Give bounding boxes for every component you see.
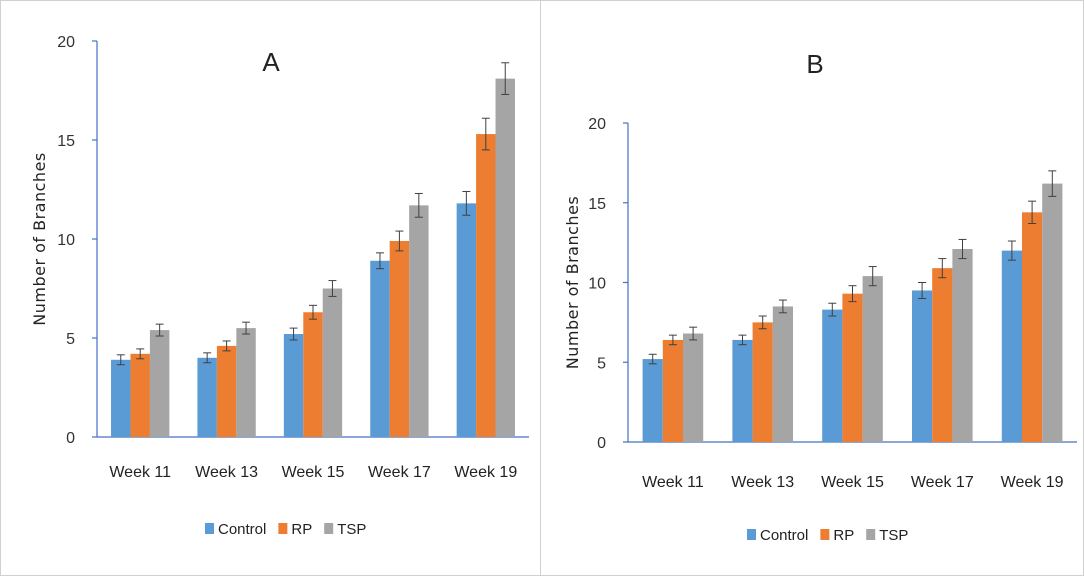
- bar-tsp: [495, 78, 515, 438]
- bar-rp: [130, 353, 150, 437]
- bar-rp: [932, 268, 953, 442]
- bar-rp: [476, 134, 496, 437]
- y-tick-label: 5: [66, 331, 75, 348]
- x-tick-label: Week 15: [821, 474, 884, 491]
- chart-panel-b: B Number of Branches 0 5 10 15 20 Week 11 Week 1…: [541, 0, 1084, 576]
- bar-rp: [842, 293, 863, 442]
- bar-control: [822, 309, 843, 442]
- bar-control: [456, 203, 477, 437]
- x-tick-label: Week 17: [368, 464, 431, 481]
- chart-panel-a: A Number of Branches 0 5 10 15 20 Week 11 Week 1…: [0, 0, 541, 576]
- legend-label-tsp: TSP: [879, 527, 908, 544]
- y-tick-label: 10: [57, 232, 75, 249]
- legend-swatch-control: [205, 523, 214, 534]
- y-tick-label: 20: [57, 34, 75, 51]
- bar-rp: [216, 345, 237, 437]
- bar-tsp: [952, 249, 973, 442]
- x-tick-label: Week 13: [195, 464, 258, 481]
- y-tick-label: 20: [588, 116, 606, 133]
- bar-rp: [752, 322, 773, 442]
- x-tick-label: Week 17: [911, 474, 974, 491]
- y-tick-label: 15: [588, 196, 606, 213]
- legend-swatch-tsp: [866, 529, 876, 540]
- bar-tsp: [772, 306, 794, 442]
- chart-title: A: [262, 47, 280, 77]
- y-tick-label: 0: [597, 435, 606, 452]
- x-tick-label: Week 15: [282, 464, 345, 481]
- legend-swatch-rp: [820, 529, 830, 540]
- bar-control: [911, 290, 933, 442]
- legend-swatch-rp: [278, 523, 288, 534]
- bar-control: [283, 334, 304, 437]
- bar-tsp: [409, 205, 429, 437]
- bar-control: [370, 260, 390, 437]
- bar-rp: [389, 240, 410, 437]
- legend-label-tsp: TSP: [337, 521, 366, 538]
- y-tick-label: 0: [66, 430, 75, 447]
- y-tick-label: 15: [57, 133, 75, 150]
- legend-label-control: Control: [218, 521, 266, 538]
- x-tick-label: Week 11: [642, 474, 704, 491]
- chart-a-svg: A Number of Branches 0 5 10 15 20 Week 11 Week 1…: [30, 34, 529, 538]
- legend-label-rp: RP: [833, 527, 854, 544]
- bar-tsp: [683, 333, 704, 442]
- bar-control: [111, 359, 131, 437]
- bar-tsp: [1042, 183, 1063, 443]
- legend-label-control: Control: [760, 527, 808, 544]
- bar-tsp: [862, 276, 883, 442]
- y-axis-label: Number of Branches: [563, 196, 582, 369]
- legend-label-rp: RP: [291, 521, 312, 538]
- bar-rp: [1021, 212, 1043, 442]
- bar-tsp: [322, 288, 343, 437]
- bar-control: [197, 357, 217, 437]
- bar-rp: [662, 339, 684, 442]
- bar-control: [1001, 250, 1022, 442]
- chart-title: B: [806, 49, 823, 79]
- bar-rp: [303, 312, 323, 437]
- bar-tsp: [236, 328, 256, 437]
- chart-b-svg: B Number of Branches 0 5 10 15 20 Week 11 Week 1…: [563, 49, 1077, 544]
- bar-control: [732, 339, 753, 442]
- x-tick-label: Week 19: [1001, 474, 1064, 491]
- x-tick-label: Week 19: [454, 464, 517, 481]
- x-tick-label: Week 13: [731, 474, 794, 491]
- y-axis-label: Number of Branches: [30, 152, 49, 325]
- legend-swatch-control: [747, 529, 756, 540]
- x-tick-label: Week 11: [109, 464, 171, 481]
- bar-tsp: [149, 330, 170, 437]
- y-tick-label: 10: [588, 276, 606, 293]
- bar-control: [642, 359, 663, 442]
- y-tick-label: 5: [597, 355, 606, 372]
- legend-swatch-tsp: [324, 523, 334, 534]
